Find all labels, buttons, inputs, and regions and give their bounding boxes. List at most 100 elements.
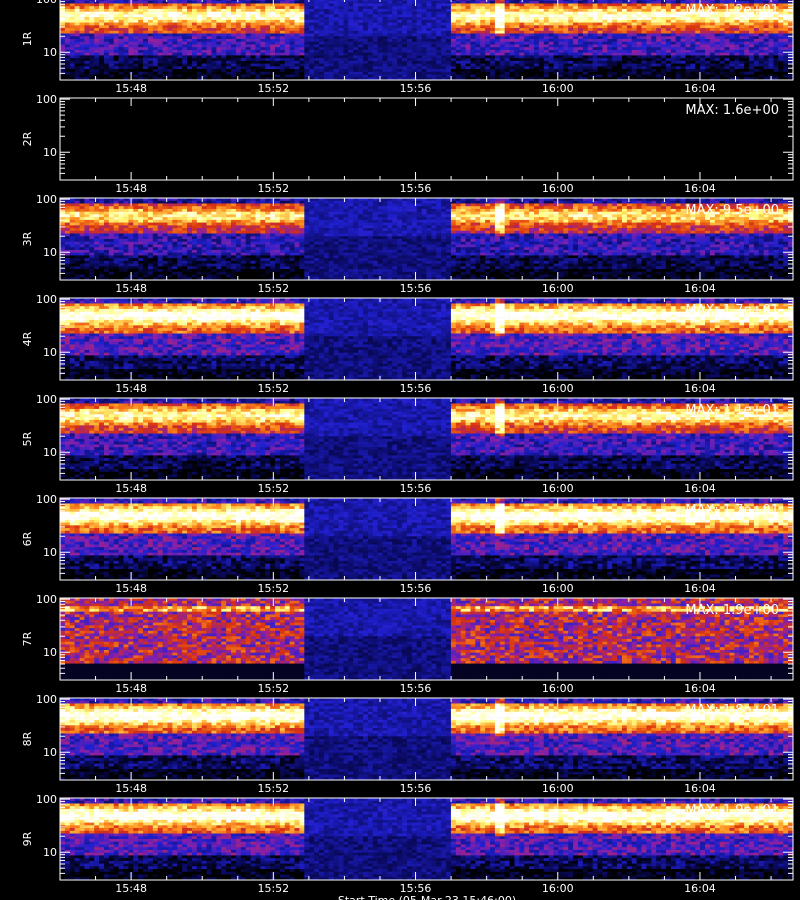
x-axis-ticks bbox=[95, 698, 772, 780]
x-tick-label: 16:00 bbox=[542, 182, 574, 195]
x-tick-label: 15:56 bbox=[400, 882, 432, 895]
y-axis-ticks bbox=[60, 698, 793, 774]
max-value-label: MAX: 1.9e+01 bbox=[685, 803, 779, 818]
x-tick-label: 15:52 bbox=[257, 582, 289, 595]
panel-3r: 100 10 15:48 15:52 15:56 16:00 16:04 3R MAX: 9.5… bbox=[21, 193, 794, 295]
detector-label: 2R bbox=[21, 131, 34, 146]
x-tick-label: 15:48 bbox=[115, 682, 147, 695]
x-tick-label: 15:48 bbox=[115, 182, 147, 195]
max-value-label: MAX: 1.6e+00 bbox=[685, 103, 779, 118]
x-tick-label: 16:00 bbox=[542, 582, 574, 595]
y-tick-label: 100 bbox=[36, 193, 57, 206]
plot-frame bbox=[59, 397, 794, 481]
x-axis-ticks bbox=[95, 0, 772, 80]
y-axis-ticks bbox=[60, 598, 793, 674]
y-tick-label: 10 bbox=[43, 146, 57, 159]
x-tick-label: 16:00 bbox=[542, 882, 574, 895]
x-tick-label: 15:56 bbox=[400, 482, 432, 495]
spectrogram-image bbox=[60, 798, 794, 881]
spectrogram-image bbox=[60, 198, 794, 281]
y-tick-label: 10 bbox=[43, 746, 57, 759]
y-tick-label: 10 bbox=[43, 246, 57, 259]
y-axis-ticks bbox=[60, 798, 793, 874]
spectrogram-image bbox=[60, 498, 794, 581]
x-tick-label: 15:48 bbox=[115, 282, 147, 295]
x-axis-ticks bbox=[95, 198, 772, 280]
spectrogram-image bbox=[60, 698, 794, 781]
detector-label: 4R bbox=[21, 331, 34, 346]
y-tick-label: 100 bbox=[36, 793, 57, 806]
x-tick-label: 16:04 bbox=[684, 482, 716, 495]
x-tick-label: 15:52 bbox=[257, 382, 289, 395]
y-axis-ticks bbox=[60, 98, 793, 174]
y-axis-ticks bbox=[60, 198, 793, 274]
x-tick-label: 16:00 bbox=[542, 482, 574, 495]
x-tick-label: 16:00 bbox=[542, 382, 574, 395]
detector-label: 9R bbox=[21, 831, 34, 846]
x-tick-label: 15:52 bbox=[257, 882, 289, 895]
max-value-label: MAX: 9.5e+00 bbox=[685, 203, 779, 218]
x-tick-label: 16:00 bbox=[542, 282, 574, 295]
x-tick-label: 15:52 bbox=[257, 782, 289, 795]
x-tick-label: 15:52 bbox=[257, 682, 289, 695]
y-tick-label: 100 bbox=[36, 293, 57, 306]
x-tick-label: 16:00 bbox=[542, 782, 574, 795]
x-axis-ticks bbox=[95, 598, 772, 680]
y-tick-label: 10 bbox=[43, 846, 57, 859]
panel-8r: 100 10 15:48 15:52 15:56 16:00 16:04 8R MAX: 1.8… bbox=[21, 693, 794, 795]
y-tick-label: 100 bbox=[36, 93, 57, 106]
y-tick-label: 100 bbox=[36, 493, 57, 506]
plot-frame bbox=[59, 197, 794, 281]
spectrogram-image bbox=[60, 398, 794, 481]
x-tick-label: 15:56 bbox=[400, 182, 432, 195]
x-axis-ticks bbox=[95, 98, 772, 180]
x-tick-label: 15:48 bbox=[115, 382, 147, 395]
detector-label: 5R bbox=[21, 431, 34, 446]
detector-label: 1R bbox=[21, 31, 34, 46]
max-value-label: MAX: 1.1e+01 bbox=[685, 403, 779, 418]
x-tick-label: 16:04 bbox=[684, 682, 716, 695]
x-tick-label: 15:48 bbox=[115, 82, 147, 95]
panel-5r: 100 10 15:48 15:52 15:56 16:00 16:04 5R MAX: 1.1… bbox=[21, 393, 794, 495]
y-tick-label: 10 bbox=[43, 346, 57, 359]
x-tick-label: 15:56 bbox=[400, 382, 432, 395]
y-tick-label: 100 bbox=[36, 593, 57, 606]
x-tick-label: 16:04 bbox=[684, 282, 716, 295]
x-tick-label: 16:00 bbox=[542, 82, 574, 95]
plot-frame bbox=[59, 0, 794, 81]
x-axis-ticks bbox=[95, 798, 772, 880]
spectrogram-image bbox=[60, 298, 794, 381]
panel-9r: 100 10 15:48 15:52 15:56 16:00 16:04 9R MAX: 1.9… bbox=[21, 793, 794, 895]
y-axis-ticks bbox=[60, 1, 793, 74]
x-axis-ticks bbox=[95, 498, 772, 580]
y-tick-label: 100 bbox=[36, 693, 57, 706]
x-tick-label: 15:48 bbox=[115, 482, 147, 495]
x-tick-label: 16:04 bbox=[684, 382, 716, 395]
plot-area bbox=[60, 98, 793, 180]
panel-7r: 100 10 15:48 15:52 15:56 16:00 16:04 7R MAX: 1.9… bbox=[21, 593, 794, 695]
plot-frame bbox=[59, 97, 794, 181]
y-tick-label: 10 bbox=[43, 46, 57, 59]
x-tick-label: 16:04 bbox=[684, 782, 716, 795]
x-tick-label: 15:48 bbox=[115, 882, 147, 895]
x-tick-label: 16:04 bbox=[684, 82, 716, 95]
y-tick-label: 10 bbox=[43, 646, 57, 659]
y-axis-ticks bbox=[60, 298, 793, 374]
max-value-label: MAX: 1.7e+01 bbox=[685, 503, 779, 518]
plot-frame bbox=[59, 797, 794, 881]
detector-label: 7R bbox=[21, 631, 34, 646]
x-tick-label: 15:56 bbox=[400, 782, 432, 795]
detector-label: 6R bbox=[21, 531, 34, 546]
panel-1r: 100 10 15:48 15:52 15:56 16:00 16:04 1R MAX: 1.2… bbox=[21, 0, 794, 95]
panel-4r: 100 10 15:48 15:52 15:56 16:00 16:04 4R MAX: 1.7… bbox=[21, 293, 794, 395]
x-tick-label: 16:04 bbox=[684, 582, 716, 595]
spectrogram-image bbox=[60, 0, 794, 81]
max-value-label: MAX: 1.8e+01 bbox=[685, 703, 779, 718]
y-tick-label: 100 bbox=[36, 0, 57, 6]
x-tick-label: 16:04 bbox=[684, 882, 716, 895]
x-tick-label: 15:56 bbox=[400, 282, 432, 295]
x-tick-label: 16:00 bbox=[542, 682, 574, 695]
spectrogram-image bbox=[60, 598, 794, 681]
y-axis-ticks bbox=[60, 398, 793, 474]
